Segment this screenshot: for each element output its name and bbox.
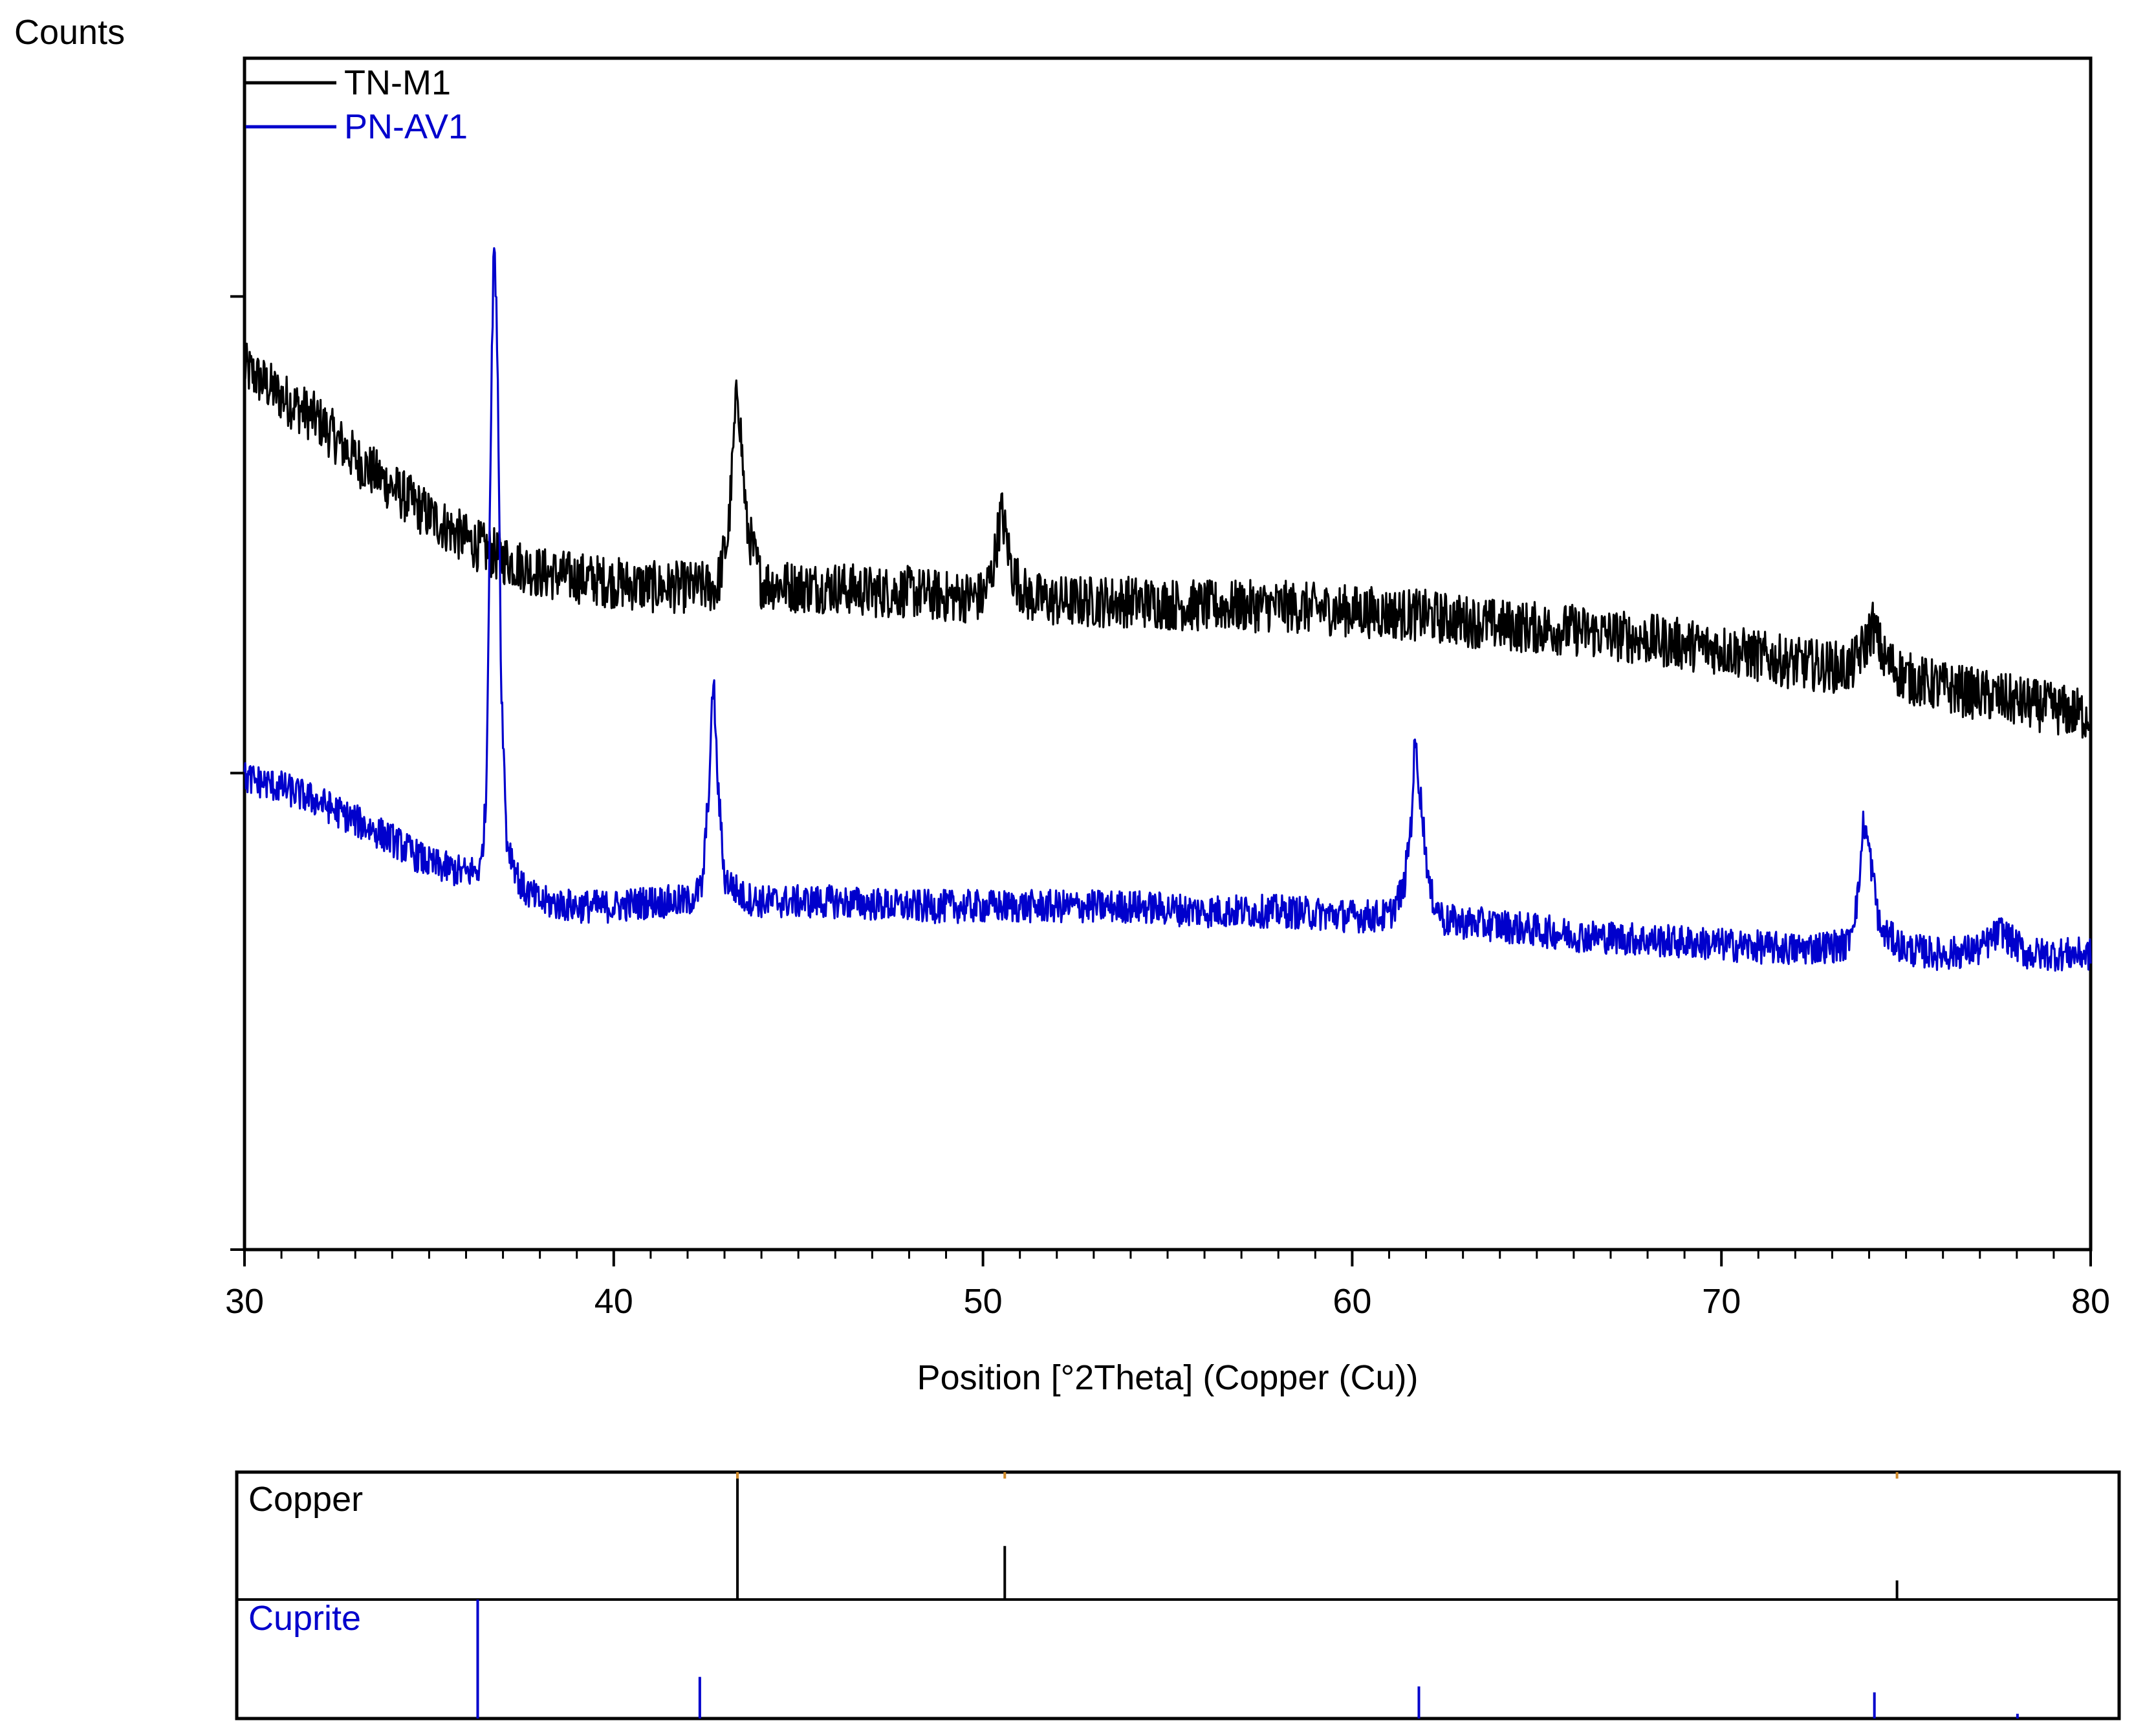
y-axis-ticks [230,295,245,1251]
x-tick-label: 60 [1333,1282,1371,1321]
series-line-tn-m1 [243,342,2092,739]
reference-sticks [476,1472,2019,1719]
legend: TN-M1 PN-AV1 [246,63,468,146]
reference-label-cuprite: Cuprite [248,1599,361,1638]
series-line-pn-av1 [243,247,2092,972]
legend-label-tn-m1: TN-M1 [344,63,451,102]
x-tick-label: 40 [594,1282,633,1321]
xrd-pattern-chart: Counts 30 40 50 60 70 80 Position [°2Theta] (… [14,13,2110,1397]
x-tick-label: 50 [964,1282,1003,1321]
reference-label-copper: Copper [248,1480,363,1519]
x-tick-label: 30 [225,1282,264,1321]
y-axis-label: Counts [14,13,125,52]
plot-frame [243,56,2093,1252]
series-layer [243,247,2092,972]
x-tick-label: 70 [1702,1282,1741,1321]
x-axis-tick-labels: 30 40 50 60 70 80 [225,1282,2110,1321]
legend-label-pn-av1: PN-AV1 [344,107,468,146]
reference-frame [235,1470,2121,1720]
x-axis-ticks [243,1250,2092,1266]
x-tick-label: 80 [2071,1282,2110,1321]
x-axis-label: Position [°2Theta] (Copper (Cu)) [917,1358,1419,1397]
reference-pattern-chart: Copper Cuprite [235,1470,2121,1720]
